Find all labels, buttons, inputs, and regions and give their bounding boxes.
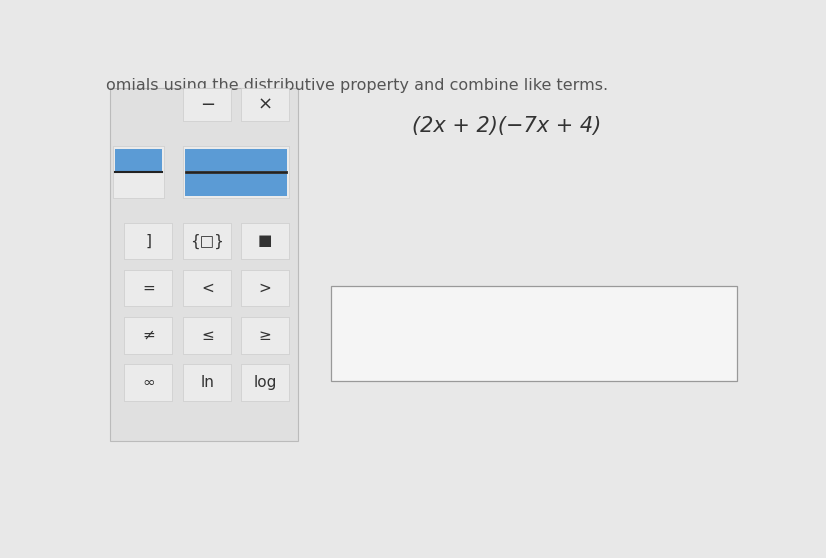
Text: −: − <box>200 95 215 114</box>
Bar <box>241 364 289 401</box>
Bar <box>183 270 231 306</box>
Bar <box>183 146 289 198</box>
Bar <box>183 88 231 121</box>
Bar <box>113 146 164 198</box>
Bar <box>241 88 289 121</box>
Text: ∞: ∞ <box>142 376 154 390</box>
Bar <box>183 318 231 354</box>
Text: ≤: ≤ <box>201 328 214 343</box>
Bar <box>125 270 173 306</box>
Bar <box>125 223 173 259</box>
Text: {□}: {□} <box>190 233 224 248</box>
Text: ■: ■ <box>258 233 272 248</box>
Bar <box>125 318 173 354</box>
Text: ]: ] <box>145 233 151 248</box>
Bar <box>241 270 289 306</box>
Bar <box>115 148 162 171</box>
Text: =: = <box>142 281 154 296</box>
Bar <box>241 223 289 259</box>
Bar <box>241 318 289 354</box>
Bar <box>185 174 287 196</box>
Text: >: > <box>259 281 271 296</box>
Bar <box>185 148 287 171</box>
Bar <box>330 286 737 381</box>
Text: ≠: ≠ <box>142 328 154 343</box>
Bar <box>183 223 231 259</box>
Bar <box>183 364 231 401</box>
Text: ×: × <box>258 95 273 114</box>
Bar <box>110 89 298 441</box>
Text: ln: ln <box>201 376 214 390</box>
Text: ≥: ≥ <box>259 328 271 343</box>
Bar <box>125 364 173 401</box>
Text: (2x + 2)(−7x + 4): (2x + 2)(−7x + 4) <box>412 117 601 136</box>
Text: <: < <box>201 281 214 296</box>
Text: omials using the distributive property and combine like terms.: omials using the distributive property a… <box>107 78 609 93</box>
Text: log: log <box>254 376 277 390</box>
